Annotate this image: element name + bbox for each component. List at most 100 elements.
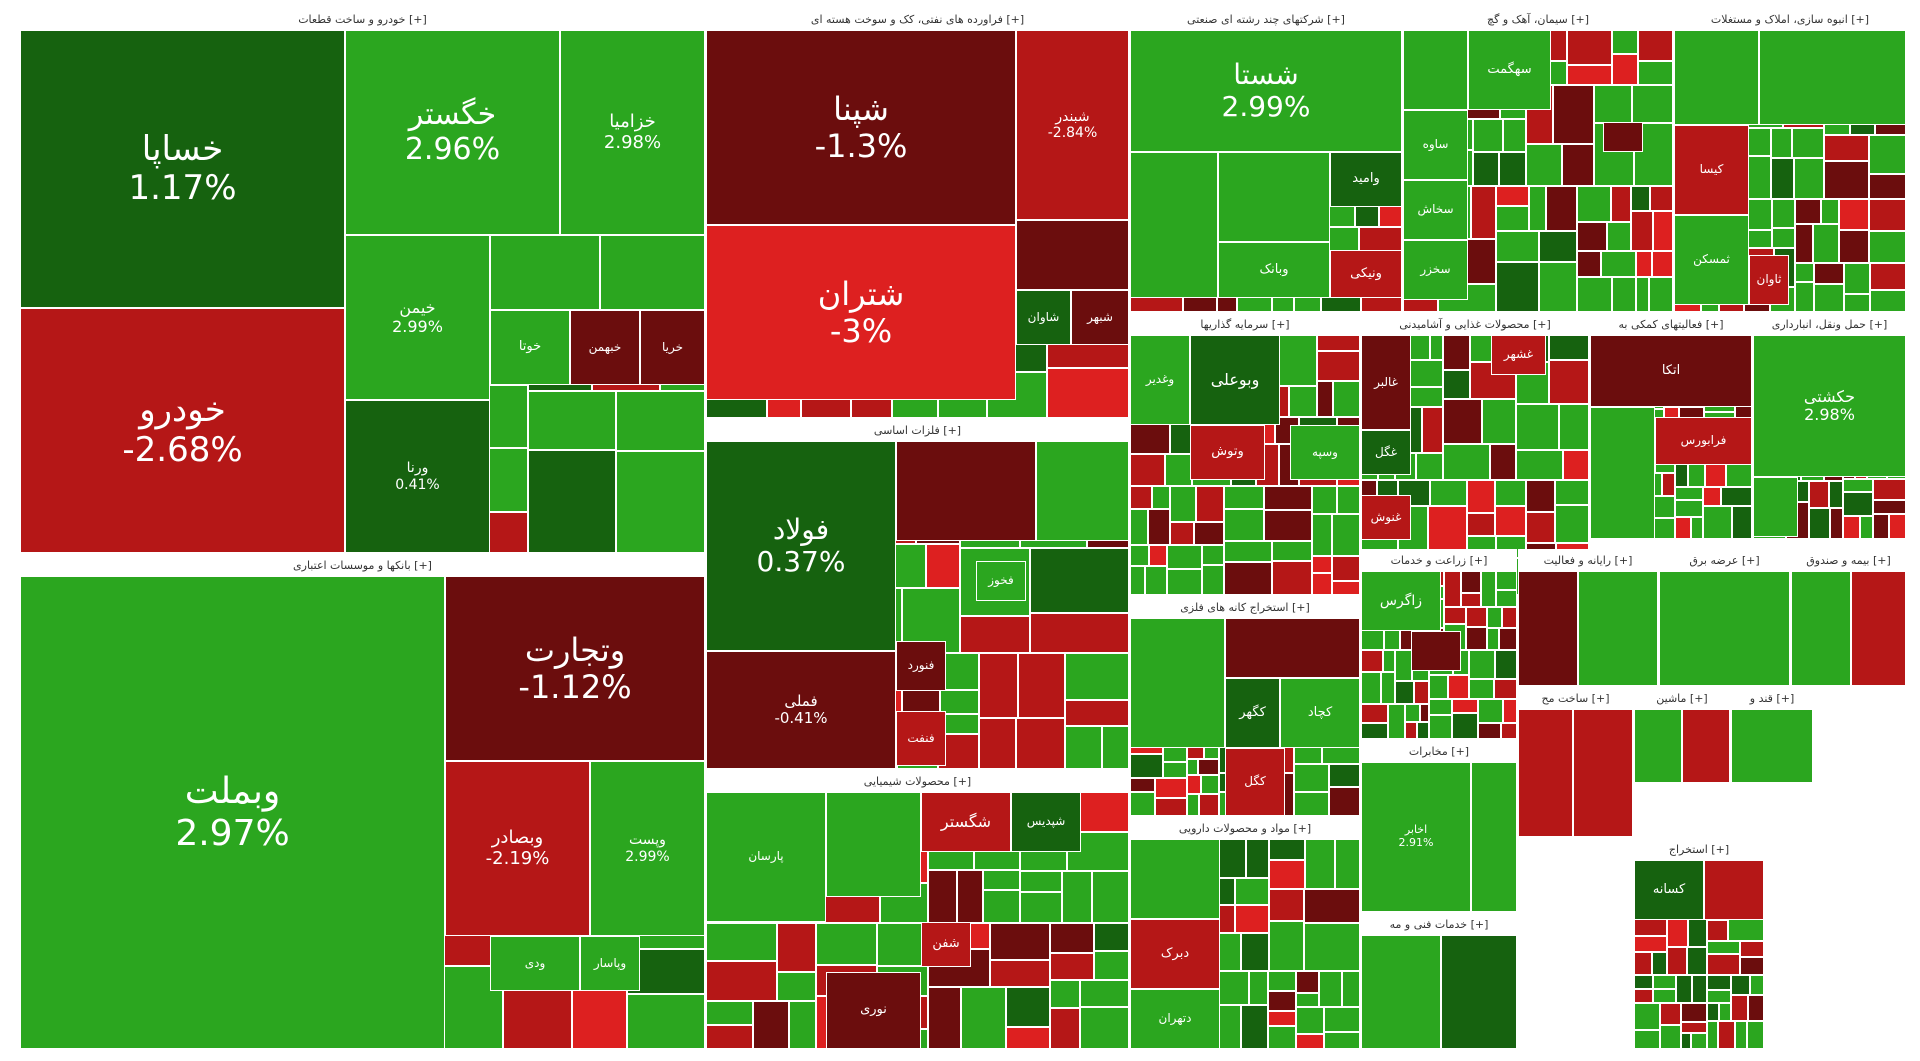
- sector-block[interactable]: خودرو و ساخت قطعات [+] خساپا 1.17% خودرو -2.…: [20, 8, 705, 553]
- stock-tile[interactable]: خساپا 1.17%: [20, 30, 345, 308]
- stock-tile[interactable]: [896, 441, 1036, 541]
- stock-tile[interactable]: [1130, 618, 1225, 748]
- sector-block[interactable]: ساخت مح [+]: [1518, 687, 1633, 837]
- stock-tile[interactable]: [1573, 709, 1633, 837]
- sector-block[interactable]: ماشین [+]: [1634, 687, 1730, 783]
- sector-title[interactable]: استخراج کانه های فلزی [+]: [1130, 596, 1360, 619]
- stock-tile[interactable]: ساوه: [1403, 110, 1468, 180]
- stock-tile[interactable]: کسانه: [1634, 860, 1704, 920]
- stock-tile[interactable]: وبملت 2.97%: [20, 576, 445, 1049]
- sector-title[interactable]: قند و [+]: [1731, 687, 1813, 710]
- stock-tile[interactable]: [1225, 618, 1360, 678]
- sector-block[interactable]: سرمایه گذاریها [+] وغدیر وبوعلی وتوش وسپه: [1130, 313, 1360, 595]
- sector-block[interactable]: انبوه سازی، املاک و مستغلات [+] کیسا ثمسکن…: [1674, 8, 1906, 312]
- stock-tile[interactable]: [1518, 571, 1578, 686]
- stock-tile[interactable]: اخابر 2.91%: [1361, 762, 1471, 912]
- stock-tile[interactable]: ورنا 0.41%: [345, 400, 490, 553]
- sector-title[interactable]: حمل ونقل، انبارداری [+]: [1753, 313, 1906, 336]
- sector-title[interactable]: رایانه و فعالیت [+]: [1518, 549, 1658, 572]
- stock-tile[interactable]: وتجارت -1.12%: [445, 576, 705, 761]
- stock-tile[interactable]: خوتا: [490, 310, 570, 385]
- stock-tile[interactable]: شاوان: [1016, 290, 1071, 345]
- stock-tile[interactable]: [1791, 571, 1851, 686]
- stock-tile[interactable]: غالبر: [1361, 335, 1411, 430]
- stock-tile[interactable]: خودرو -2.68%: [20, 308, 345, 553]
- sector-title[interactable]: فعالیتهای کمکی به [+]: [1590, 313, 1752, 336]
- stock-tile[interactable]: وبصادر -2.19%: [445, 761, 590, 936]
- stock-tile[interactable]: کچاد: [1280, 678, 1360, 748]
- stock-tile[interactable]: پارسان: [706, 792, 826, 922]
- sector-title[interactable]: عرضه برق [+]: [1659, 549, 1790, 572]
- stock-tile[interactable]: [1674, 30, 1759, 125]
- stock-tile[interactable]: [1361, 935, 1441, 1049]
- stock-tile[interactable]: شتران -3%: [706, 225, 1016, 400]
- stock-tile[interactable]: اتکا: [1590, 335, 1752, 407]
- sector-block[interactable]: بیمه و صندوق [+]: [1791, 549, 1906, 686]
- stock-tile[interactable]: کگل: [1225, 748, 1285, 816]
- stock-tile[interactable]: [1036, 441, 1129, 541]
- stock-tile[interactable]: [1759, 30, 1906, 125]
- stock-tile[interactable]: فملی -0.41%: [706, 651, 896, 769]
- sector-title[interactable]: سرمایه گذاریها [+]: [1130, 313, 1360, 336]
- stock-tile[interactable]: کگهر: [1225, 678, 1280, 748]
- stock-tile[interactable]: وسپه: [1290, 425, 1360, 480]
- stock-tile[interactable]: خیمن 2.99%: [345, 235, 490, 400]
- stock-tile[interactable]: شپنا -1.3%: [706, 30, 1016, 225]
- stock-tile[interactable]: ودی: [490, 936, 580, 991]
- stock-tile[interactable]: دتهران: [1130, 989, 1220, 1049]
- stock-tile[interactable]: وغدیر: [1130, 335, 1190, 425]
- sector-title[interactable]: محصولات شیمیایی [+]: [706, 770, 1129, 793]
- stock-tile[interactable]: وامید: [1330, 152, 1402, 207]
- sector-title[interactable]: ماشین [+]: [1634, 687, 1730, 710]
- stock-tile[interactable]: غشهر: [1491, 335, 1546, 375]
- stock-tile[interactable]: [1403, 30, 1468, 110]
- stock-tile[interactable]: غگل: [1361, 430, 1411, 475]
- stock-tile[interactable]: [1704, 860, 1764, 920]
- stock-tile[interactable]: شگستر: [921, 792, 1011, 852]
- stock-tile[interactable]: وتوش: [1190, 425, 1265, 480]
- sector-block[interactable]: بانکها و موسسات اعتباری [+] وبملت 2.97% وتج…: [20, 554, 705, 1049]
- stock-tile[interactable]: وبانک: [1218, 242, 1330, 298]
- stock-tile[interactable]: وپست 2.99%: [590, 761, 705, 936]
- stock-tile[interactable]: [1016, 220, 1129, 290]
- stock-tile[interactable]: [826, 792, 921, 897]
- stock-tile[interactable]: کیسا: [1674, 125, 1749, 215]
- stock-tile[interactable]: فخوز: [976, 561, 1026, 601]
- stock-tile[interactable]: [1411, 631, 1461, 671]
- stock-tile[interactable]: ثاوان: [1749, 255, 1789, 305]
- stock-tile[interactable]: [1753, 477, 1798, 537]
- sector-block[interactable]: استخراج [+] کسانه: [1634, 838, 1764, 1049]
- sector-title[interactable]: خدمات فنی و مه [+]: [1361, 913, 1517, 936]
- sector-title[interactable]: سیمان، آهک و گچ [+]: [1403, 8, 1673, 31]
- stock-tile[interactable]: [1682, 709, 1730, 783]
- sector-title[interactable]: فراورده های نفتی، کک و سوخت هسته ای [+]: [706, 8, 1129, 31]
- sector-title[interactable]: خودرو و ساخت قطعات [+]: [20, 8, 705, 31]
- stock-tile[interactable]: شستا 2.99%: [1130, 30, 1402, 152]
- stock-tile[interactable]: [1578, 571, 1658, 686]
- stock-tile[interactable]: حکشتی 2.98%: [1753, 335, 1906, 477]
- stock-tile[interactable]: [490, 235, 600, 310]
- sector-title[interactable]: شرکتهای چند رشته ای صنعتی [+]: [1130, 8, 1402, 31]
- sector-block[interactable]: زراعت و خدمات [+] زاگرس: [1361, 549, 1517, 739]
- stock-tile[interactable]: سهگمت: [1468, 30, 1551, 110]
- sector-block[interactable]: مخابرات [+] اخابر 2.91%: [1361, 740, 1517, 912]
- stock-tile[interactable]: ونیکی: [1330, 250, 1402, 298]
- stock-tile[interactable]: شپدیس: [1011, 792, 1081, 852]
- stock-tile[interactable]: سخاش: [1403, 180, 1468, 240]
- stock-tile[interactable]: سخزر: [1403, 240, 1468, 300]
- stock-tile[interactable]: خریا: [640, 310, 705, 385]
- stock-tile[interactable]: [1634, 709, 1682, 783]
- sector-block[interactable]: قند و [+]: [1731, 687, 1813, 783]
- sector-title[interactable]: بانکها و موسسات اعتباری [+]: [20, 554, 705, 577]
- sector-block[interactable]: رایانه و فعالیت [+]: [1518, 549, 1658, 686]
- sector-title[interactable]: محصولات غذایی و آشامیدنی [+]: [1361, 313, 1589, 336]
- sector-title[interactable]: فلزات اساسی [+]: [706, 419, 1129, 442]
- stock-tile[interactable]: [1659, 571, 1790, 686]
- stock-tile[interactable]: غنوش: [1361, 495, 1411, 540]
- sector-block[interactable]: محصولات شیمیایی [+] پارسان شگستر شپدیس شفن نو…: [706, 770, 1129, 1049]
- stock-tile[interactable]: شبندر -2.84%: [1016, 30, 1129, 220]
- stock-tile[interactable]: خزامیا 2.98%: [560, 30, 705, 235]
- sector-block[interactable]: خدمات فنی و مه [+]: [1361, 913, 1517, 1049]
- stock-tile[interactable]: شفن: [921, 922, 971, 967]
- stock-tile[interactable]: وبوعلی: [1190, 335, 1280, 425]
